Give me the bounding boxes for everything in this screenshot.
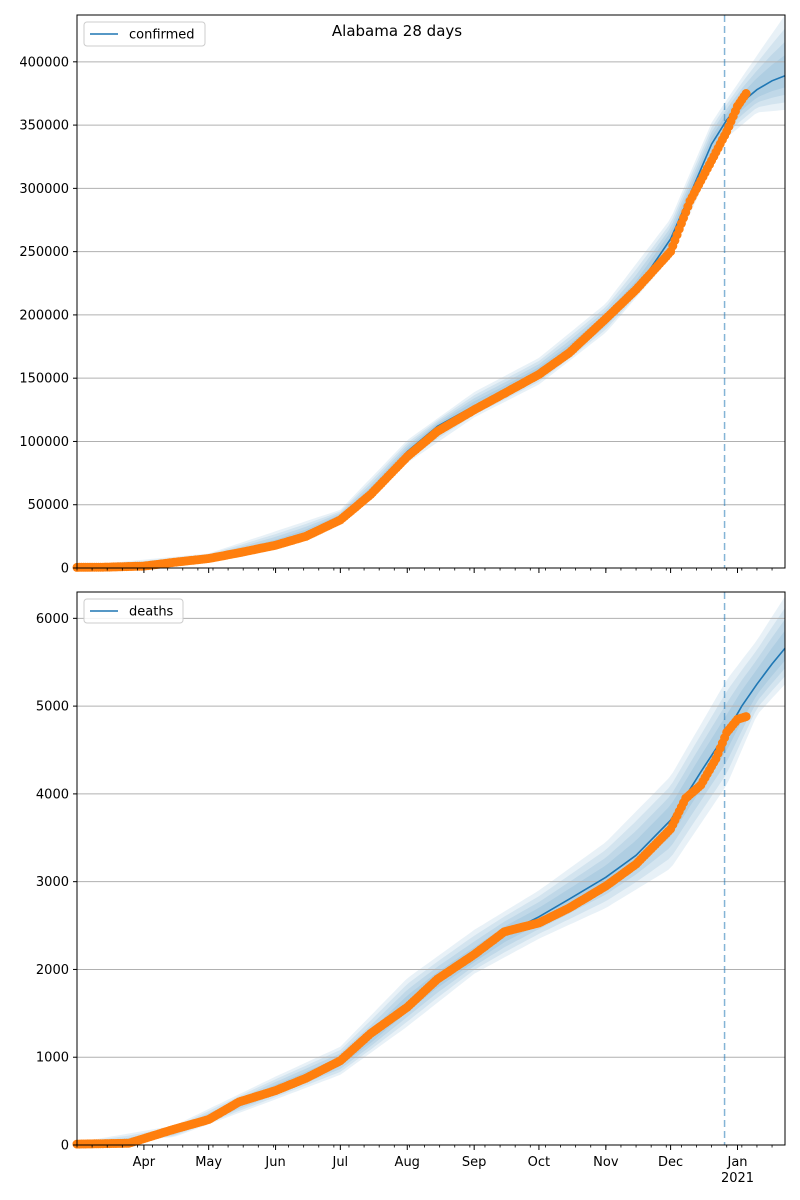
model-line [76, 74, 786, 569]
y-tick-label: 3000 [36, 875, 69, 890]
x-tick-label: Jan [726, 1155, 747, 1170]
x-tick-label: May [195, 1155, 222, 1170]
legend-box [83, 598, 184, 624]
y-tick-label: 2000 [36, 963, 69, 978]
confirmed-legend: confirmed [83, 21, 206, 47]
y-tick-label: 0 [61, 562, 69, 577]
x-tick-label: Oct [528, 1155, 550, 1170]
x-tick-label: Apr [133, 1155, 156, 1170]
confirmed-grid [77, 61, 785, 506]
y-tick-label: 300000 [19, 182, 69, 197]
y-tick-label: 400000 [19, 55, 69, 70]
legend-label-deaths: deaths [129, 605, 174, 620]
confirmed-model-line [76, 74, 786, 569]
observed-point [741, 89, 751, 98]
y-tick-label: 1000 [36, 1051, 69, 1066]
figure-title: Alabama 28 days [332, 22, 462, 40]
y-tick-label: 4000 [36, 787, 69, 802]
uncertainty-band-2 [77, 607, 785, 1145]
x-tick-label: Jun [264, 1155, 285, 1170]
confirmed-panel: 0 50000 100000 150000 200000 250000 300000 3500… [19, 14, 786, 577]
y-tick-label: 50000 [28, 498, 69, 513]
axes-frame [76, 591, 786, 1146]
y-tick-label: 250000 [19, 245, 69, 260]
deaths-grid [77, 617, 785, 1058]
deaths-observed-points [72, 712, 751, 1149]
deaths-model-line [76, 647, 786, 1145]
x-tick-label: Sep [462, 1155, 487, 1170]
legend-label-confirmed: confirmed [129, 28, 195, 43]
y-tick-label: 200000 [19, 308, 69, 323]
uncertainty-band-3 [77, 41, 785, 568]
observed-point [741, 712, 751, 722]
y-tick-label: 0 [61, 1139, 69, 1154]
x-tick-label: Dec [658, 1155, 683, 1170]
x-tick-label: Nov [593, 1155, 619, 1170]
y-tick-label: 100000 [19, 435, 69, 450]
uncertainty-band-4 [77, 55, 785, 568]
confirmed-uncertainty-bands [77, 15, 785, 568]
y-tick-label: 6000 [36, 612, 69, 627]
uncertainty-band-1 [77, 15, 785, 568]
deaths-legend: deaths [83, 598, 184, 624]
legend-box [83, 21, 206, 47]
confirmed-axes: 0 50000 100000 150000 200000 250000 300000 3500… [19, 14, 786, 577]
x-tick-label: Jul [331, 1155, 348, 1170]
x-year-label: 2021 [721, 1171, 754, 1186]
y-tick-label: 5000 [36, 700, 69, 715]
uncertainty-band-2 [77, 28, 785, 568]
deaths-uncertainty-bands [77, 596, 785, 1145]
y-tick-label: 150000 [19, 372, 69, 387]
model-line [76, 647, 786, 1145]
x-tick-label: Aug [395, 1155, 420, 1170]
uncertainty-band-4 [77, 630, 785, 1145]
axes-frame [76, 14, 786, 569]
confirmed-observed-points [72, 89, 751, 572]
deaths-panel: 0 1000 2000 3000 4000 5000 6000 deaths [36, 591, 786, 1154]
uncertainty-band-1 [77, 596, 785, 1145]
deaths-axes: 0 1000 2000 3000 4000 5000 6000 [36, 591, 786, 1154]
y-tick-label: 350000 [19, 119, 69, 134]
